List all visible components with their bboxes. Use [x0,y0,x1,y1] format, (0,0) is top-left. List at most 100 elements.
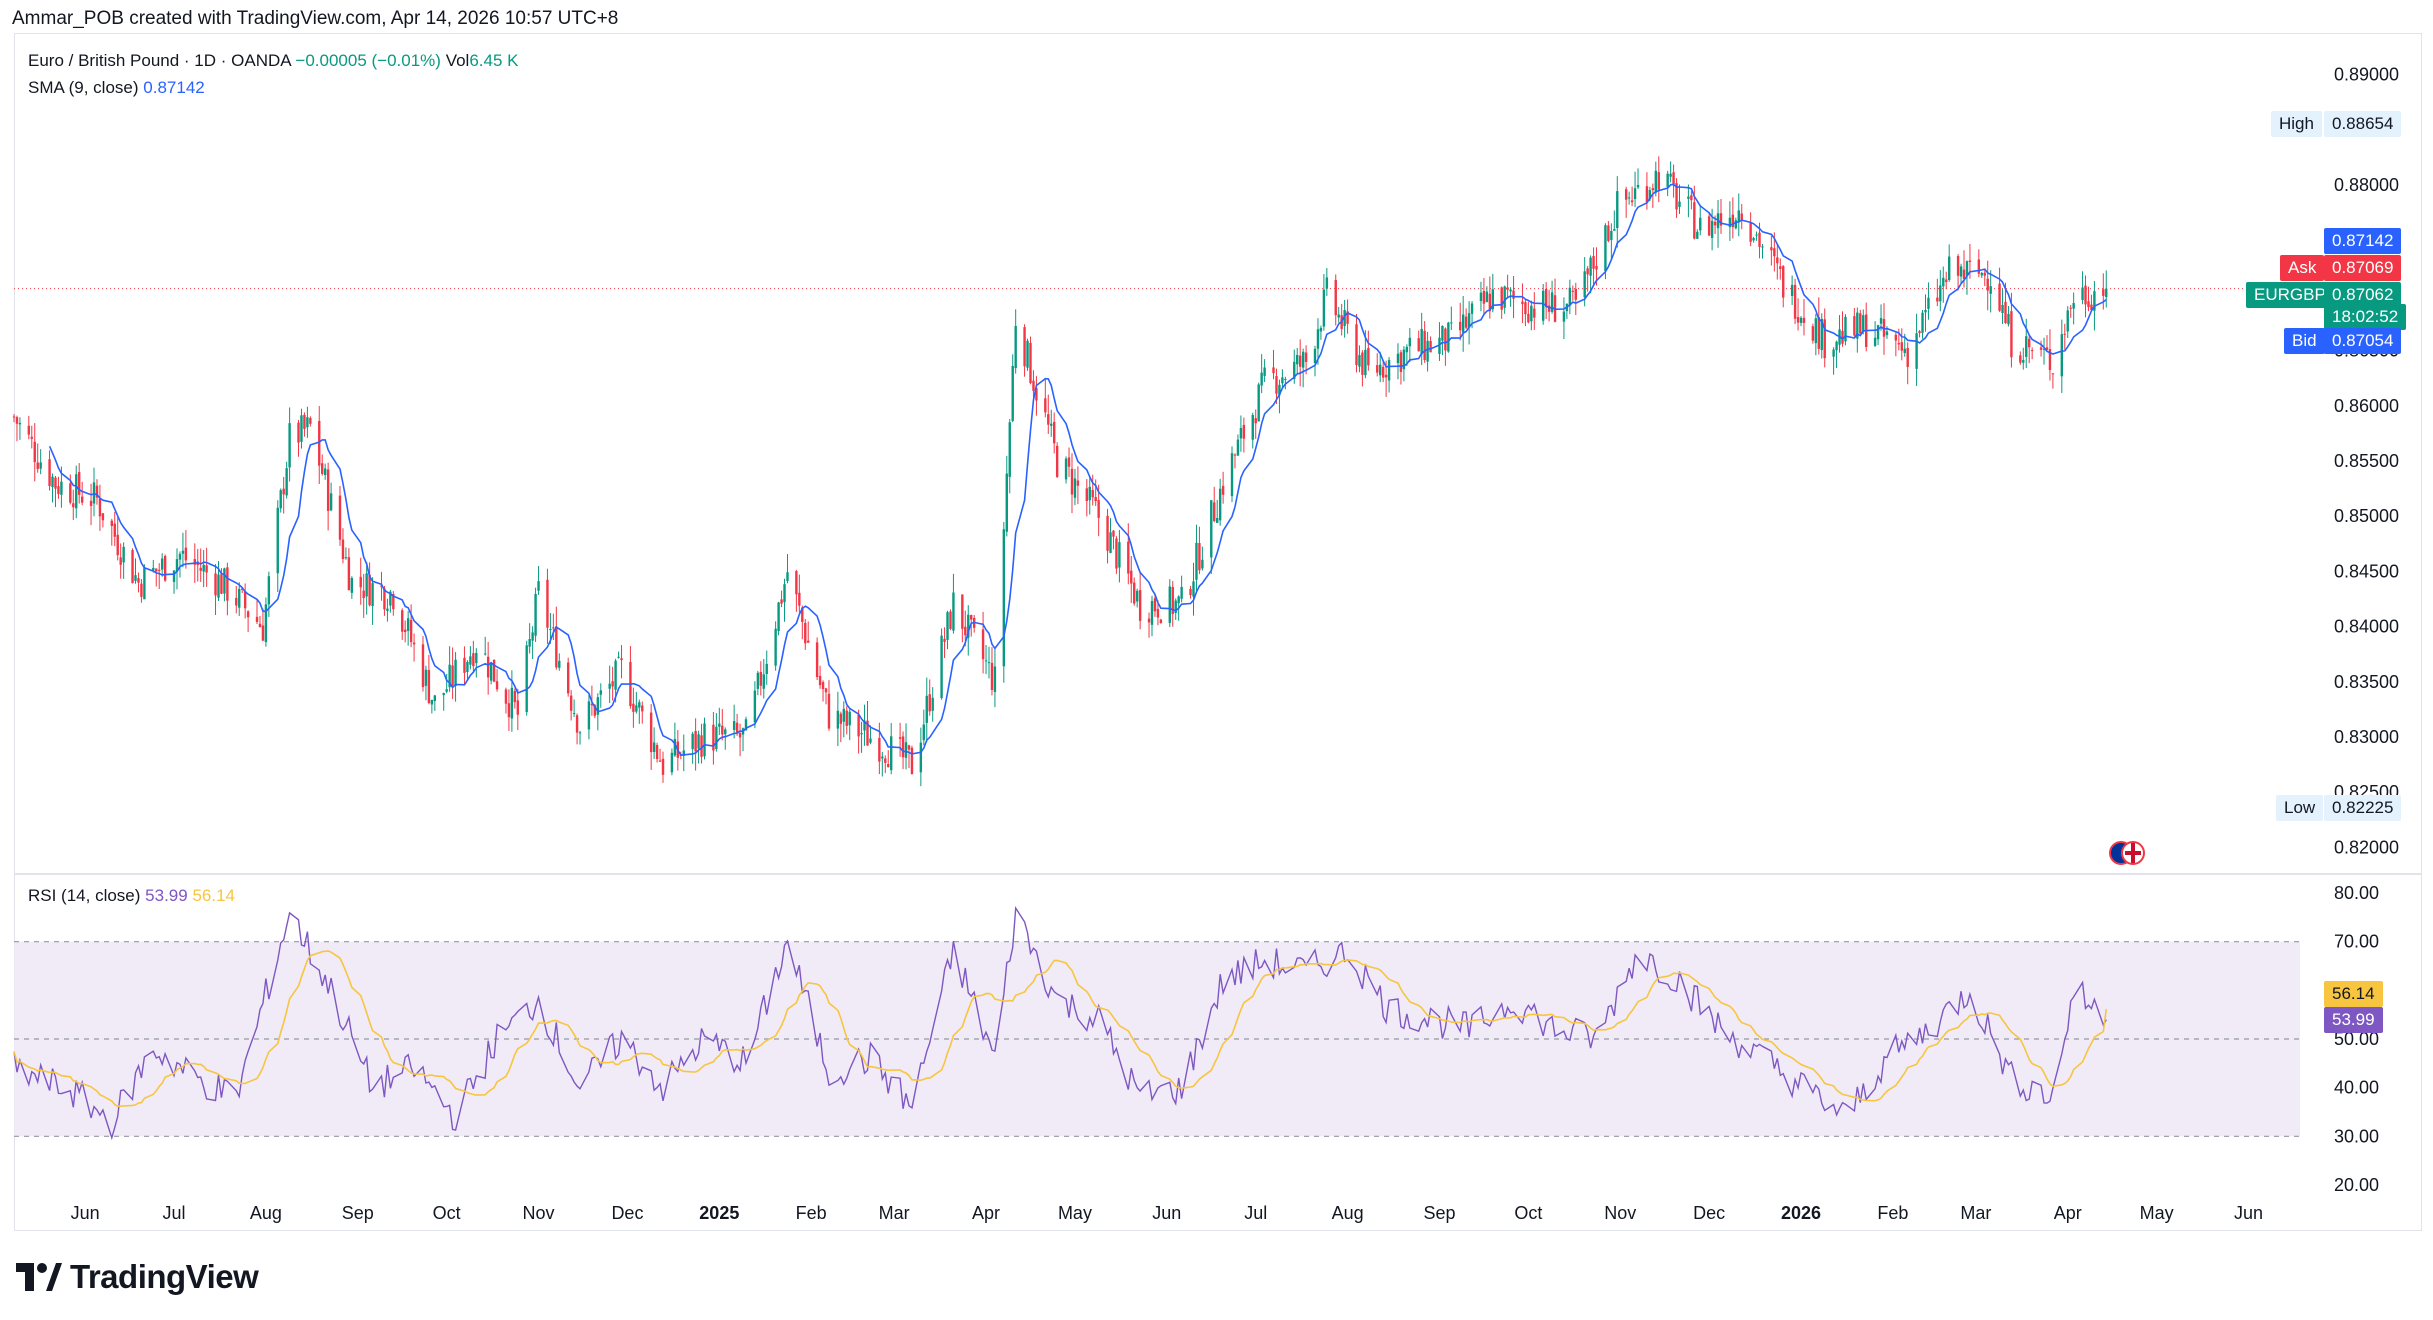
candle-body [2048,349,2052,371]
candle-body [759,672,763,686]
candle-body [1346,311,1349,324]
candle-body [2084,285,2087,305]
price-tick-label: 0.84500 [2334,561,2399,581]
candle-body [738,733,742,738]
rsi-tick-label: 50.00 [2334,1029,2379,1049]
candle-body [1367,347,1370,366]
ask-value-badge: 0.87069 [2324,255,2402,281]
candle-body [1583,271,1586,298]
candle-body [178,553,182,560]
candle-body [970,615,973,620]
rsi-ma-value: 56.14 [192,886,235,905]
candle-body [1215,518,1219,523]
candle-body [495,681,499,690]
candle-body [1947,256,1951,280]
eu-uk-flag-icon[interactable] [2108,838,2146,868]
candle-body [492,659,496,682]
candle-body [786,572,789,581]
candle-body [1177,596,1180,604]
price-change: −0.00005 (−0.01%) [295,51,441,70]
rsi-badge: 53.99 [2324,1007,2383,1033]
candle-body [1396,353,1400,364]
candle-body [1464,316,1468,328]
sma-label: SMA (9, close) [28,78,139,97]
candle-body [172,570,176,582]
candle-body [1070,468,1074,495]
candle-body [1459,321,1462,331]
candle-body [967,614,970,638]
rsi-ma-line [13,950,2108,1108]
candle-body [403,629,407,633]
candle-body [386,608,389,612]
candle-body [641,705,644,712]
candle-body [15,417,19,424]
candle-body [101,513,105,521]
candle-body [2072,303,2075,309]
candle-body [442,693,445,696]
candle-body [98,498,102,517]
candle-body [1740,213,1743,221]
candles [12,156,2108,787]
candle-body [765,663,768,675]
time-tick-label: Jul [1244,1203,1267,1223]
candle-body [1962,269,1966,280]
candle-body [306,417,309,428]
candle-body [1284,379,1287,381]
last-price-badge: 0.87062 [2324,282,2402,308]
candle-body [1426,340,1429,362]
candle-body [1936,297,1939,302]
candle-body [1885,331,1889,336]
time-tick-label: Jul [163,1203,186,1223]
price-tick-label: 0.86000 [2334,396,2399,416]
candle-body [735,722,739,733]
candle-body [1153,598,1157,612]
candle-body [1230,453,1234,497]
candle-body [155,568,158,572]
candle-body [2004,301,2007,324]
candle-body [842,708,845,722]
candle-body [1761,246,1764,248]
candle-body [1076,480,1080,486]
time-tick-label: Feb [1877,1203,1908,1223]
candle-body [940,635,943,699]
candle-body [1485,291,1489,303]
candle-body [649,712,653,753]
candle-body [1171,587,1174,615]
candle-body [1112,530,1115,537]
candle-body [1879,318,1883,324]
volume-value: 6.45 K [469,51,519,70]
candle-body [904,742,908,758]
candle-body [1189,588,1192,596]
candle-body [1293,361,1296,379]
candle-body [389,591,392,606]
candle-body [1728,217,1732,228]
candle-body [1218,488,1222,521]
candle-body [1541,290,1545,321]
candle-body [1802,317,1806,323]
candle-body [338,495,342,540]
candle-body [1417,338,1420,352]
candle-body [1817,317,1820,349]
candle-body [235,597,238,606]
tradingview-brand[interactable]: TradingView [16,1258,259,1296]
candle-body [77,472,81,495]
candle-body [1301,351,1305,368]
candle-body [80,496,84,503]
candle-body [1115,538,1118,569]
candle-body [673,738,677,756]
candle-body [1254,418,1257,424]
candle-body [184,547,188,561]
candle-body [943,638,946,642]
candle-body [72,503,75,508]
candle-body [27,425,31,435]
candle-body [1067,457,1071,467]
candle-body [1770,247,1773,251]
candle-body [1645,186,1649,203]
rsi-tick-label: 40.00 [2334,1078,2379,1098]
candle-body [1073,478,1077,498]
candle-body [2007,313,2010,325]
candle-body [1533,308,1536,318]
candle-body [326,469,330,511]
candle-body [798,592,801,606]
